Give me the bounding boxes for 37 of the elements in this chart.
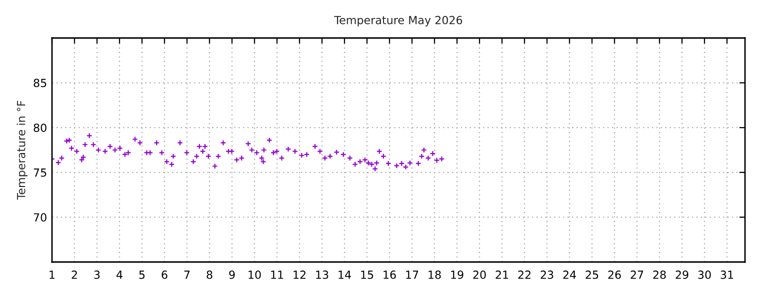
x-tick-label: 20 bbox=[473, 270, 486, 279]
x-tick-label: 11 bbox=[271, 270, 284, 279]
x-tick-label: 18 bbox=[428, 270, 441, 279]
x-tick-label: 5 bbox=[139, 270, 145, 279]
x-tick-label: 28 bbox=[653, 270, 666, 279]
x-tick-label: 30 bbox=[698, 270, 711, 279]
y-axis-title: Temperature in °F bbox=[16, 100, 28, 200]
y-tick-label: 75 bbox=[34, 168, 46, 177]
y-tick-label: 80 bbox=[34, 124, 46, 132]
x-tick-label: 7 bbox=[184, 270, 190, 279]
x-tick-label: 2 bbox=[72, 270, 77, 279]
x-tick-label: 19 bbox=[451, 270, 464, 279]
x-tick-label: 26 bbox=[608, 270, 621, 279]
x-tick-label: 10 bbox=[248, 270, 261, 279]
x-tick-label: 9 bbox=[229, 270, 235, 279]
x-tick-label: 4 bbox=[116, 270, 122, 279]
x-tick-label: 31 bbox=[720, 270, 734, 279]
x-tick-label: 13 bbox=[316, 270, 328, 279]
x-tick-label: 27 bbox=[630, 270, 644, 279]
x-tick-label: 15 bbox=[361, 270, 374, 279]
x-tick-label: 14 bbox=[338, 270, 351, 279]
x-tick-label: 17 bbox=[406, 270, 418, 279]
chart-title: Temperature May 2026 bbox=[334, 16, 462, 26]
y-tick-label: 70 bbox=[34, 213, 46, 222]
x-tick-label: 6 bbox=[162, 270, 168, 279]
x-tick-label: 25 bbox=[586, 270, 598, 279]
x-tick-label: 21 bbox=[496, 270, 508, 279]
x-tick-label: 23 bbox=[540, 270, 554, 279]
x-tick-label: 3 bbox=[94, 270, 100, 279]
x-tick-label: 24 bbox=[563, 270, 576, 279]
x-tick-label: 16 bbox=[384, 270, 396, 279]
x-tick-label: 8 bbox=[206, 270, 212, 279]
x-tick-label: 22 bbox=[518, 270, 530, 279]
x-tick-label: 29 bbox=[676, 270, 688, 279]
x-tick-label: 12 bbox=[294, 270, 306, 279]
y-tick-label: 85 bbox=[34, 78, 46, 88]
x-tick-label: 1 bbox=[50, 270, 55, 279]
